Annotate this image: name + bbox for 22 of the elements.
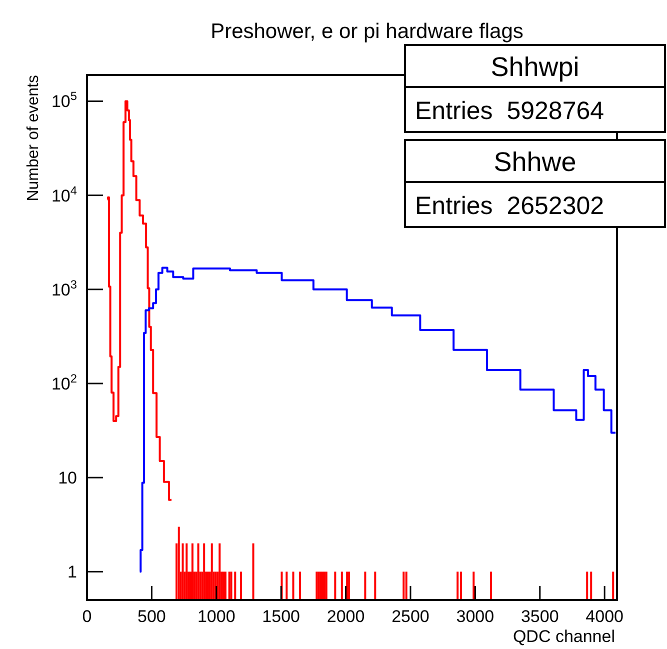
x-tick-label: 2500 — [392, 607, 430, 626]
x-tick-label: 3500 — [520, 607, 559, 626]
y-tick-label: 10$^{2}$ — [51, 371, 78, 394]
y-tick-label: 1 — [68, 562, 77, 582]
x-tick-label: 500 — [138, 607, 166, 626]
annotation: Shhwpi — [490, 52, 580, 82]
y-tick-label: 10$^{3}$ — [51, 277, 78, 300]
annotation: Entries 2652302 — [415, 192, 604, 220]
chart-title: Preshower, e or pi hardware flags — [210, 20, 524, 43]
x-tick-label: 2000 — [326, 607, 365, 626]
x-tick-label: 1500 — [262, 607, 300, 626]
y-axis-title: Number of events — [25, 75, 42, 202]
x-axis-title: QDC channel — [512, 627, 615, 646]
y-tick-label: 10$^{5}$ — [51, 89, 78, 112]
x-tick-label: 0 — [82, 607, 92, 626]
y-tick-label: 10$^{4}$ — [51, 183, 78, 206]
y-tick-label: 10 — [58, 468, 77, 488]
x-tick-label: 1000 — [197, 607, 236, 626]
annotation: Shhwe — [494, 147, 576, 177]
annotation: Entries 5928764 — [415, 97, 604, 125]
x-tick-label: 3000 — [456, 607, 494, 626]
x-tick-label: 4000 — [586, 607, 624, 626]
